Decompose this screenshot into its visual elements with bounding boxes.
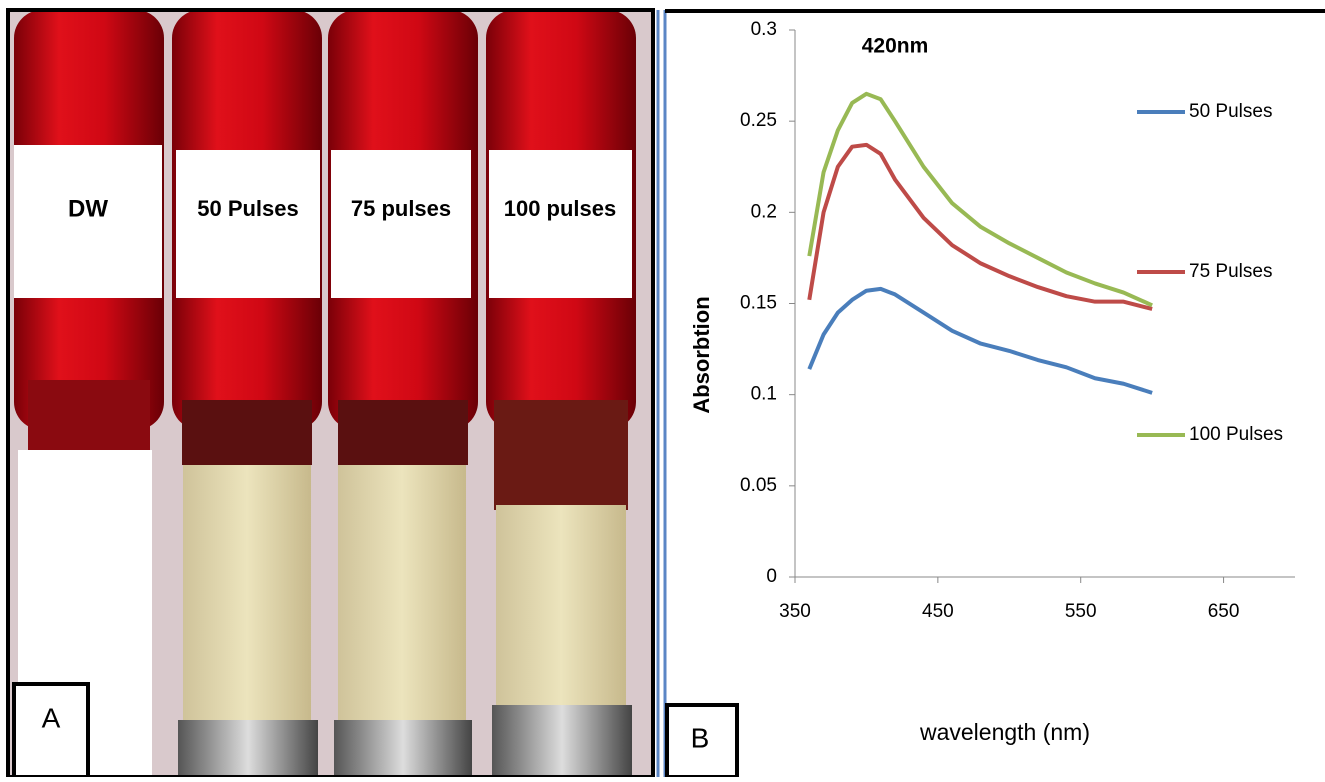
label-card — [14, 145, 162, 298]
y-tick-label: 0.3 — [751, 19, 777, 40]
x-tick-label: 550 — [1065, 601, 1097, 622]
tube — [486, 10, 636, 777]
annotation: 420nm — [862, 35, 929, 58]
tube-label: 100 pulses — [504, 196, 617, 221]
tube-label: DW — [68, 195, 108, 222]
series-line — [807, 91, 1153, 308]
legend-label: 75 Pulses — [1189, 261, 1272, 282]
panel-label-box — [665, 703, 739, 779]
label-card — [489, 150, 632, 298]
y-tick-label: 0.15 — [740, 293, 777, 314]
legend-label: 100 Pulses — [1189, 424, 1283, 445]
panel-label: A — [42, 702, 61, 733]
tube — [14, 10, 164, 777]
y-tick-label: 0.1 — [751, 384, 777, 405]
y-tick-label: 0.05 — [740, 475, 777, 496]
label-card — [331, 150, 471, 298]
tube-label: 75 pulses — [351, 196, 451, 221]
x-tick-label: 450 — [922, 601, 954, 622]
panel-label: B — [691, 722, 710, 753]
tube — [328, 10, 478, 777]
tube — [172, 10, 322, 777]
y-tick-label: 0.2 — [751, 201, 777, 222]
series-line — [807, 142, 1153, 311]
photo-panel: DW 50 Pulses 75 pulses 100 pulses A — [6, 8, 655, 779]
x-tick-label: 650 — [1208, 601, 1240, 622]
y-tick-label: 0.25 — [740, 110, 777, 131]
tube-label: 50 Pulses — [197, 196, 299, 221]
x-axis-label: wavelength (nm) — [919, 719, 1090, 745]
y-axis-label: Absorbtion — [689, 296, 714, 413]
legend-label: 50 Pulses — [1189, 101, 1272, 122]
series-line — [807, 286, 1153, 395]
y-tick-label: 0 — [766, 566, 777, 587]
x-tick-label: 350 — [779, 601, 811, 622]
label-card — [176, 150, 320, 298]
